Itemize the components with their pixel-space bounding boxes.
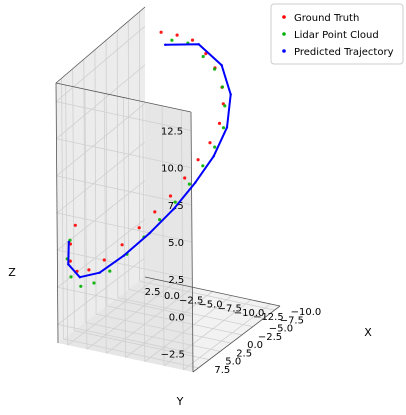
trajectory-point (230, 93, 232, 95)
lidar-point (201, 164, 204, 167)
z-tick-label: −2.5 (161, 349, 185, 360)
ground-truth-point (197, 158, 200, 161)
legend-marker (282, 49, 286, 53)
ground-truth-point (87, 268, 90, 271)
trajectory-point (68, 241, 70, 243)
y-tick-label: 0.0 (164, 291, 180, 302)
y-tick-label: −12.5 (253, 312, 284, 323)
lidar-point (170, 39, 173, 42)
z-tick-label: 5.0 (168, 238, 184, 249)
ground-truth-point (160, 31, 163, 34)
ground-truth-point (183, 176, 186, 179)
trajectory-point (194, 181, 196, 183)
z-tick-label: 12.5 (161, 127, 183, 138)
x-tick-label: −10.0 (291, 307, 322, 318)
lidar-point (202, 55, 205, 58)
trajectory-point (148, 232, 150, 234)
lidar-point (69, 275, 72, 278)
trajectory-point (164, 44, 166, 46)
z-axis-label: Z (8, 266, 16, 279)
legend: Ground Truth Lidar Point Cloud Predicted T… (271, 4, 403, 64)
y-axis-label: Y (176, 395, 184, 408)
trajectory-point (123, 255, 125, 257)
lidar-point (92, 281, 95, 284)
trajectory-point (172, 208, 174, 210)
lidar-point (108, 270, 111, 273)
lidar-point (223, 104, 226, 107)
ground-truth-point (218, 122, 221, 125)
trajectory-point (226, 126, 228, 128)
lidar-point (174, 201, 177, 204)
trajectory-point (67, 263, 69, 265)
ground-truth-point (153, 210, 156, 213)
x-axis-label: X (364, 326, 372, 339)
legend-label: Lidar Point Cloud (294, 30, 379, 41)
lidar-point (213, 146, 216, 149)
ground-truth-point (103, 258, 106, 261)
legend-marker (282, 15, 286, 19)
trajectory-point (213, 155, 215, 157)
lidar-point (221, 85, 224, 88)
lidar-point (79, 285, 82, 288)
ground-truth-point (169, 194, 172, 197)
trajectory-point (198, 43, 200, 45)
trajectory-point (98, 272, 100, 274)
z-tick-label: 10.0 (161, 164, 183, 175)
ground-truth-point (74, 224, 77, 227)
ground-truth-point (191, 39, 194, 42)
trajectory-point (79, 276, 81, 278)
lidar-point (213, 68, 216, 71)
legend-label: Predicted Trajectory (294, 47, 394, 58)
y-tick-label: 2.5 (145, 287, 161, 298)
lidar-point (188, 183, 191, 186)
lidar-point (222, 126, 225, 129)
ground-truth-point (138, 226, 141, 229)
legend-label: Ground Truth (294, 13, 359, 24)
legend-marker (282, 32, 286, 36)
trajectory-point (220, 64, 222, 66)
z-tick-label: 2.5 (168, 275, 184, 286)
ground-truth-point (121, 243, 124, 246)
z-tick-label: 0.0 (169, 312, 185, 323)
ground-truth-point (208, 141, 211, 144)
ground-truth-point (176, 34, 179, 37)
